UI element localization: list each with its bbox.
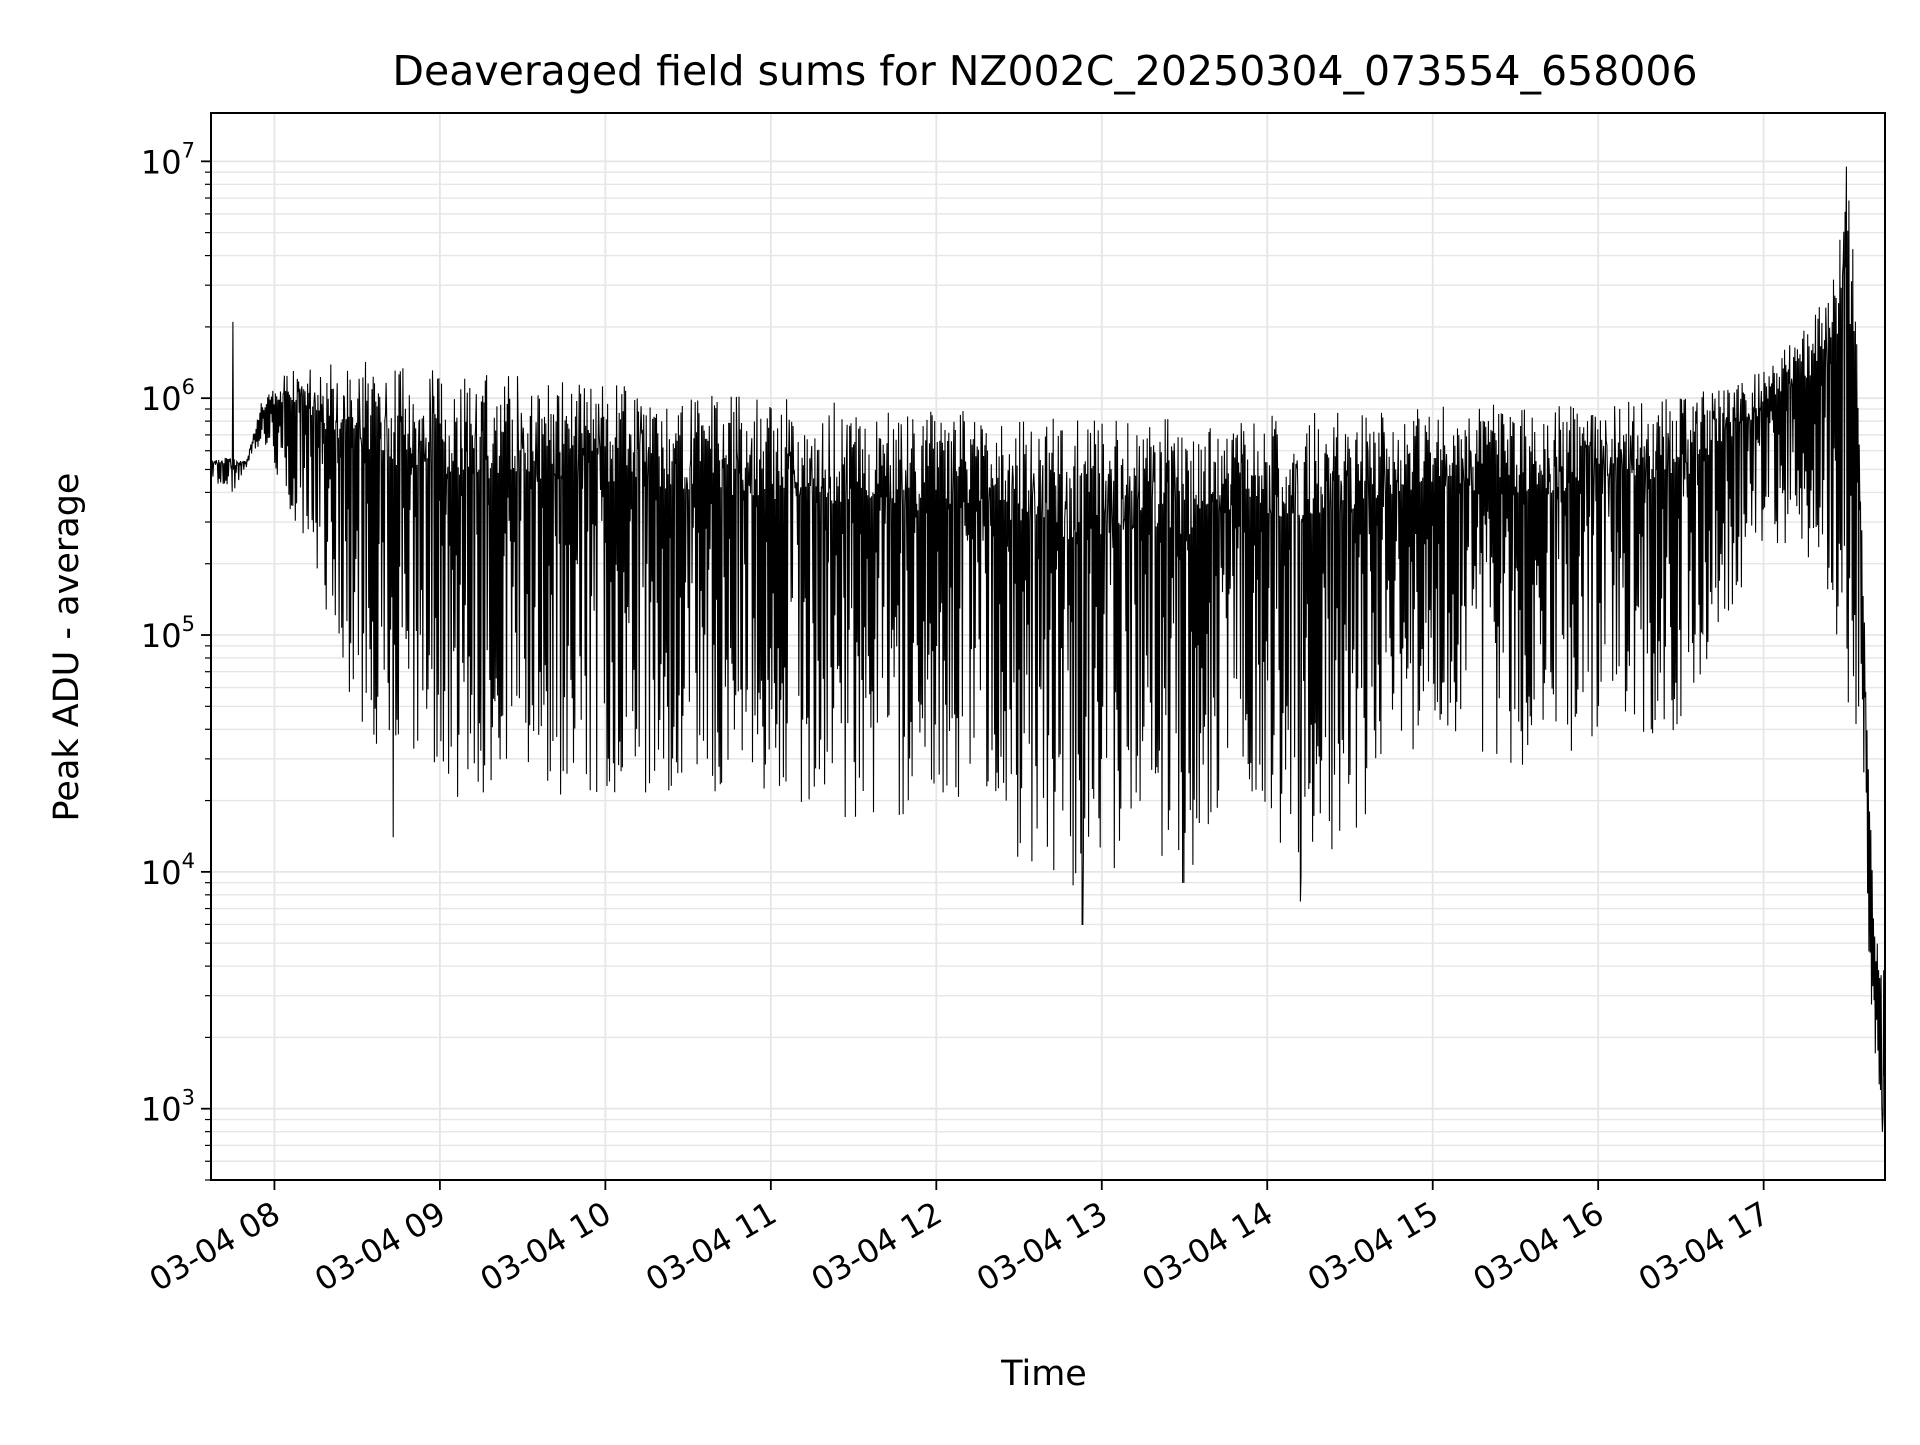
y-tick-label: 103	[141, 1086, 195, 1129]
y-tick-label: 107	[141, 138, 195, 181]
y-tick-label: 104	[141, 849, 195, 892]
y-tick-exponent: 6	[182, 375, 195, 399]
y-tick-base: 10	[141, 143, 182, 181]
x-axis-label: Time	[1000, 1354, 1087, 1394]
y-tick-exponent: 3	[182, 1086, 195, 1110]
data-layer	[210, 166, 1886, 1132]
y-tick-base: 10	[141, 617, 182, 655]
y-tick-label: 105	[141, 612, 195, 655]
y-tick-base: 10	[141, 854, 182, 892]
y-tick-base: 10	[141, 1091, 182, 1129]
y-tick-exponent: 5	[182, 612, 195, 636]
y-tick-exponent: 7	[182, 138, 195, 162]
chart-title: Deaveraged field sums for NZ002C_2025030…	[392, 47, 1697, 95]
y-tick-exponent: 4	[182, 849, 195, 873]
plot-frame	[210, 112, 1886, 1181]
series-line	[210, 166, 1886, 1132]
y-tick-label: 106	[141, 375, 195, 418]
y-axis-label: Peak ADU - average	[47, 473, 87, 822]
y-tick-base: 10	[141, 380, 182, 418]
